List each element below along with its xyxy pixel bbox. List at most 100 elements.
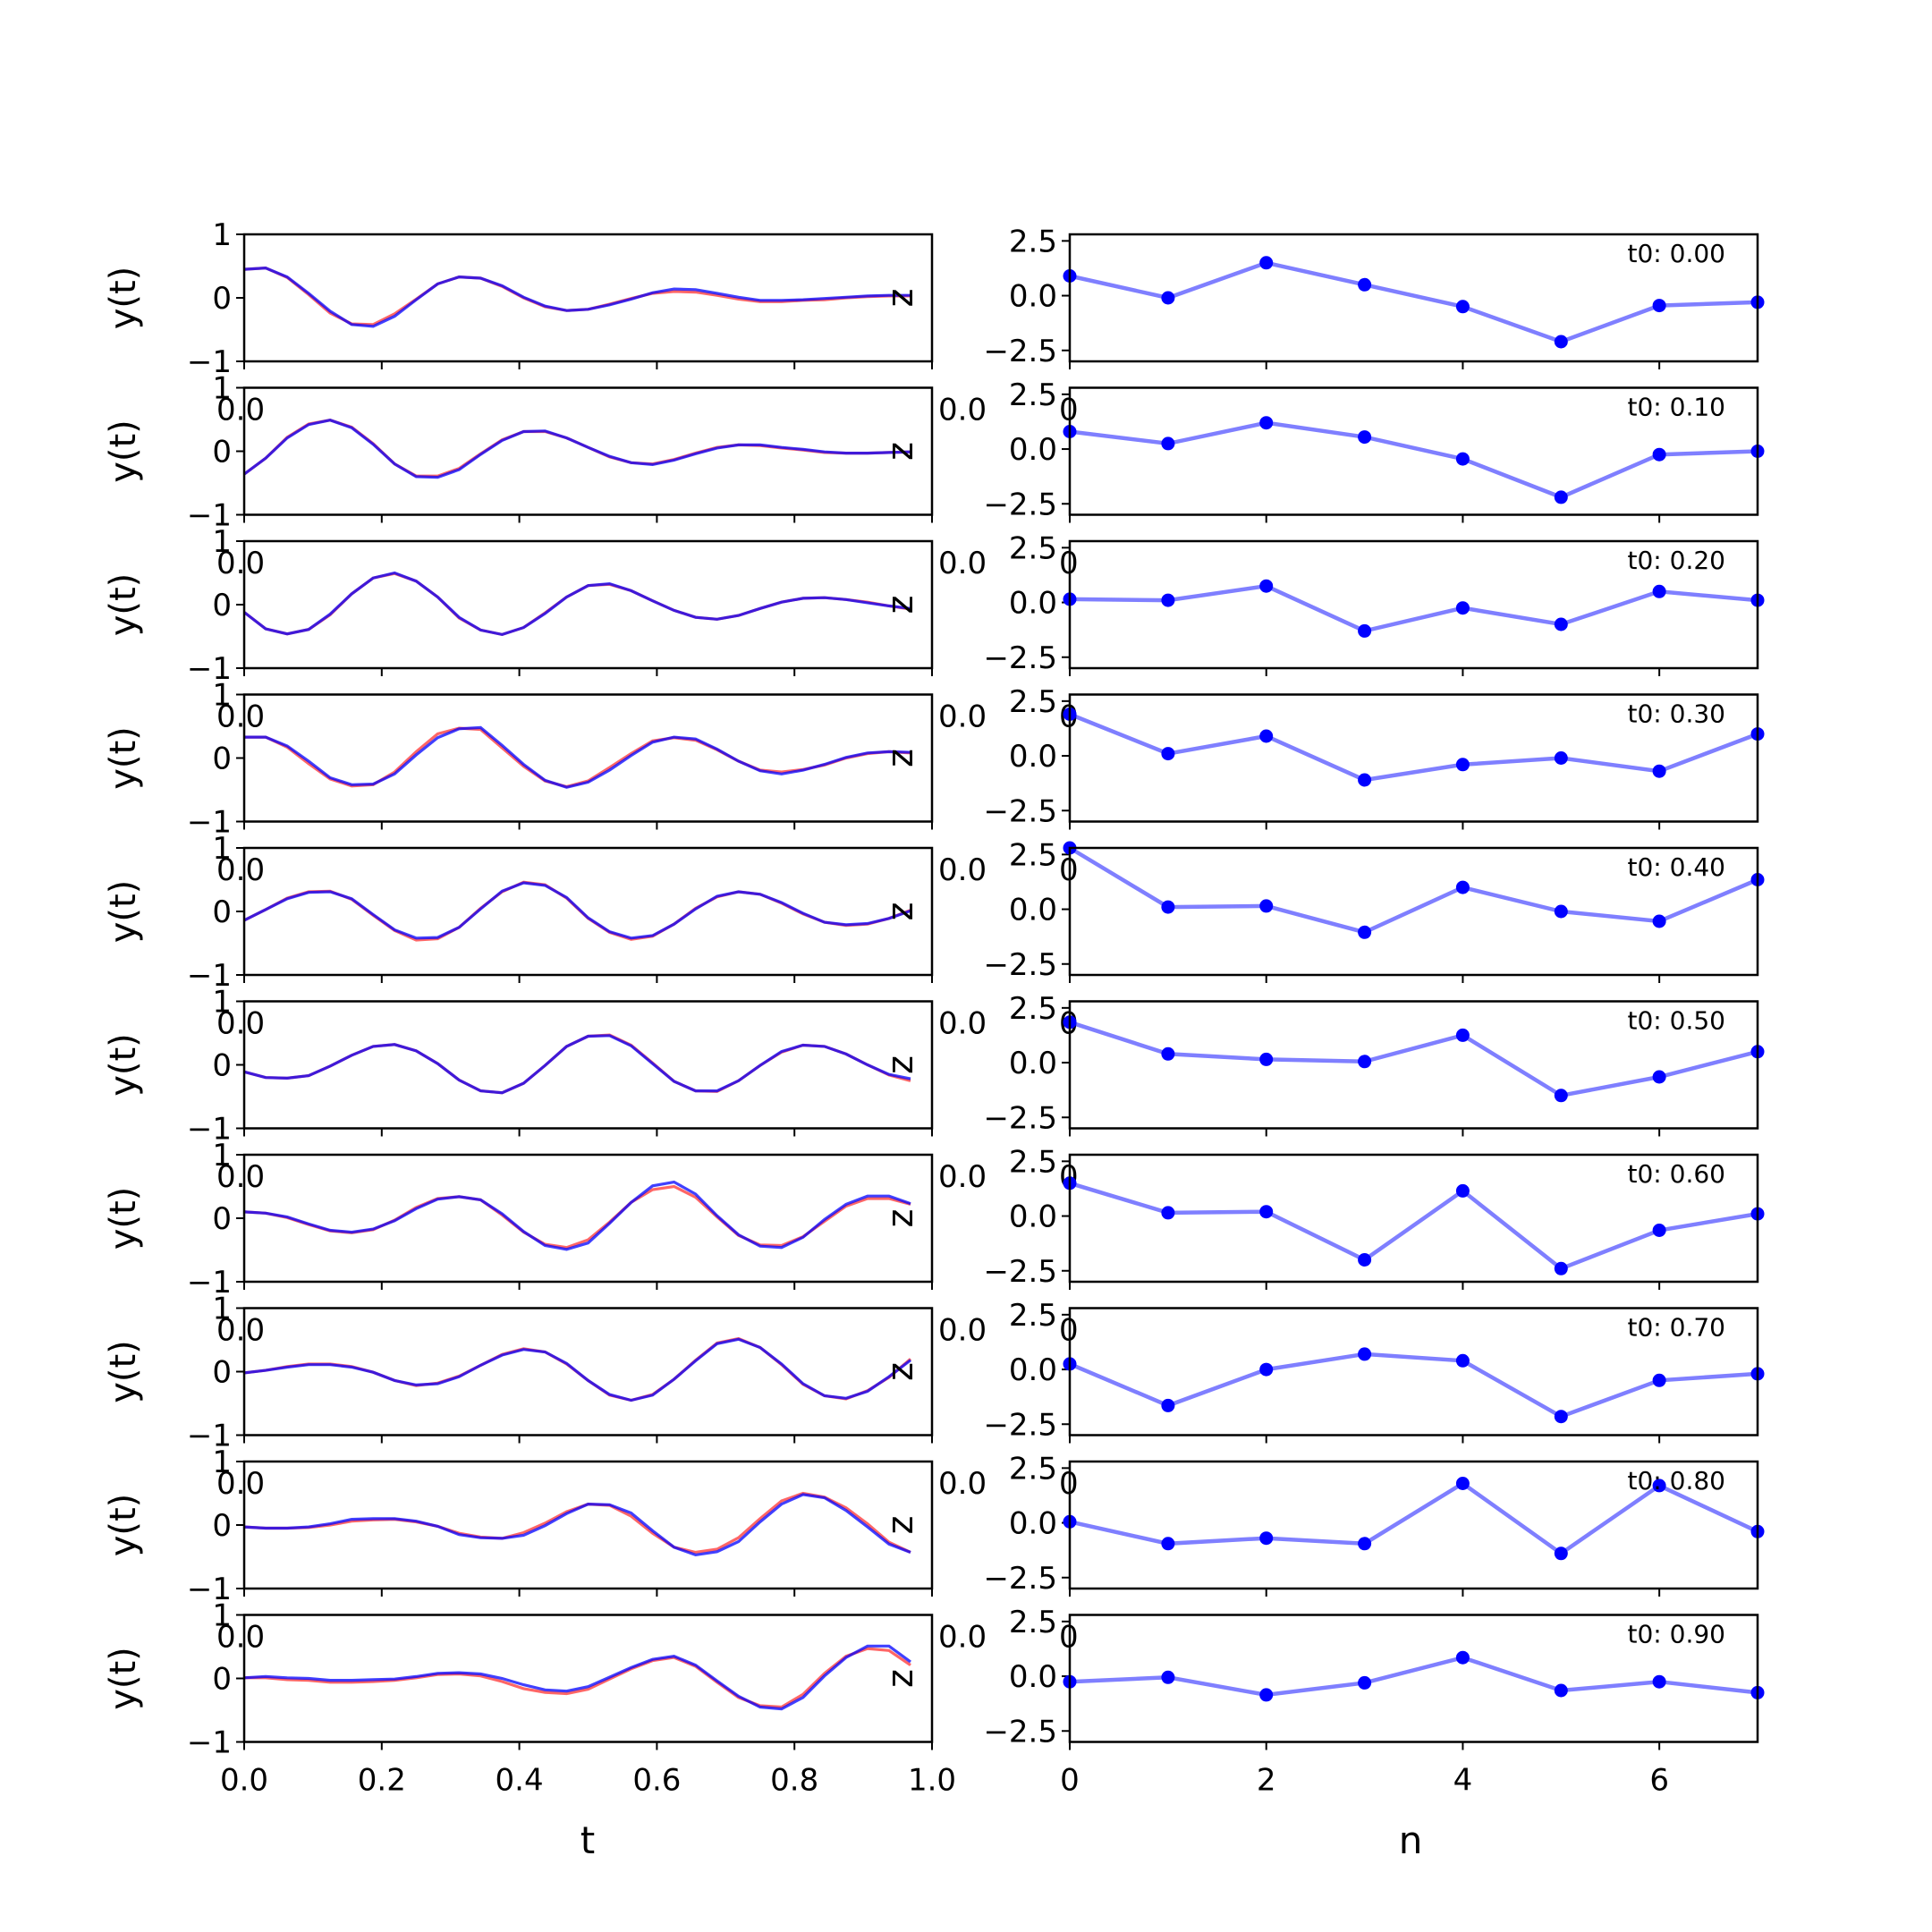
y-tick-label: −1 xyxy=(187,1112,232,1148)
y-axis-label: y(t) xyxy=(103,726,144,790)
y-tick-label: 1 xyxy=(212,1138,232,1174)
series-line xyxy=(1069,1181,1758,1271)
y-tick-label: −1 xyxy=(187,1265,232,1301)
axes-frame xyxy=(1068,1000,1759,1130)
data-point xyxy=(1161,1206,1175,1220)
data-point xyxy=(1259,1052,1274,1066)
side-label: z xyxy=(880,1669,921,1688)
left-subplot: 0.0 0.010−1y(t) z xyxy=(103,831,987,994)
overlap-tick-label: 0.0 xyxy=(938,852,987,888)
left-panel-column: 10−1y(t) z0.0 0.010−1y(t) z0.0 0.010−1y(t) z0… xyxy=(103,217,987,1799)
overlap-tick-label: 0.0 xyxy=(938,1006,987,1042)
panel-annotation: t0: 0.40 xyxy=(1628,852,1725,882)
data-point xyxy=(1161,900,1175,914)
data-point xyxy=(1554,617,1568,631)
series-line-b xyxy=(244,1180,911,1251)
y-tick-label: 0 xyxy=(212,1201,232,1237)
axes-frame xyxy=(242,693,934,823)
axes-frame xyxy=(242,1000,934,1130)
data-point xyxy=(1358,1347,1372,1361)
data-point xyxy=(1161,1398,1175,1412)
series-line xyxy=(1069,1655,1758,1698)
data-point xyxy=(1652,299,1666,313)
y-tick-label: −2.5 xyxy=(983,793,1057,829)
y-tick-label: 0 xyxy=(212,1508,232,1544)
data-point xyxy=(1455,300,1470,314)
y-tick-label: −2.5 xyxy=(983,640,1057,676)
x-tick-label: 2 xyxy=(1257,1763,1276,1799)
series-line xyxy=(1069,420,1758,500)
y-tick-label: 0.0 xyxy=(1009,1199,1057,1235)
data-point xyxy=(1358,925,1372,939)
y-tick-label: 0 xyxy=(212,1662,232,1698)
axes-frame xyxy=(1068,386,1759,516)
overlap-tick-label: 0.0 xyxy=(938,1466,987,1502)
axes-frame xyxy=(1068,1153,1759,1284)
axes-frame xyxy=(242,539,934,670)
series-line-a xyxy=(244,1491,911,1555)
right-subplot: 02.50.0−2.5t0: 0.30 xyxy=(983,684,1765,830)
data-point xyxy=(1358,1675,1372,1690)
panel-annotation: t0: 0.50 xyxy=(1628,1006,1725,1036)
y-tick-label: −1 xyxy=(187,344,232,380)
overlap-tick-label: 0.0 xyxy=(938,1620,987,1656)
y-tick-label: −1 xyxy=(187,651,232,687)
panel-annotation: t0: 0.70 xyxy=(1628,1313,1725,1343)
series-line xyxy=(1069,1480,1758,1556)
overlap-tick-label: 0.0 xyxy=(216,1466,265,1502)
overlap-tick-label: 0.0 xyxy=(216,546,265,581)
data-point xyxy=(1554,1410,1568,1424)
right-subplot: 02.50.0−2.50 2 4 6t0: 0.90 xyxy=(983,1605,1765,1799)
y-tick-label: −2.5 xyxy=(983,1254,1057,1290)
y-tick-label: 1 xyxy=(212,1598,232,1634)
series-line-a xyxy=(244,880,911,942)
y-tick-label: 0 xyxy=(212,894,232,930)
data-point xyxy=(1455,1477,1470,1490)
axes-frame xyxy=(1068,1614,1759,1743)
data-point xyxy=(1161,1537,1175,1551)
left-subplot: 0.0 0.010−1y(t) z xyxy=(103,678,987,841)
x-tick-label: 0.4 xyxy=(496,1763,544,1799)
x-tick-label: 1.0 xyxy=(908,1763,956,1799)
y-tick-label: −2.5 xyxy=(983,947,1057,983)
data-point xyxy=(1554,1546,1568,1561)
data-point xyxy=(1358,773,1372,787)
x-tick-label: 6 xyxy=(1649,1763,1669,1799)
overlap-tick-label: 0.0 xyxy=(216,1159,265,1195)
y-tick-label: −1 xyxy=(187,1572,232,1607)
data-point xyxy=(1161,436,1175,451)
y-tick-label: −1 xyxy=(187,498,232,534)
series-line-b xyxy=(244,1493,911,1557)
y-axis-label: y(t) xyxy=(103,573,144,637)
panel-annotation: t0: 0.20 xyxy=(1628,546,1725,575)
left-subplot: 0.0 0.010−1y(t) z xyxy=(103,985,987,1148)
data-point xyxy=(1259,1531,1274,1546)
data-point xyxy=(1259,729,1274,743)
series-line-b xyxy=(244,1034,911,1095)
y-tick-label: 0.0 xyxy=(1009,1046,1057,1081)
right-subplot: 02.50.0−2.5t0: 0.10 xyxy=(983,377,1765,523)
overlap-tick-label: 0.0 xyxy=(938,393,987,428)
panel-annotation: t0: 0.00 xyxy=(1628,239,1725,268)
y-tick-label: 2.5 xyxy=(1009,377,1057,413)
side-label: z xyxy=(880,1055,921,1074)
series-line-b xyxy=(244,1644,911,1711)
data-point xyxy=(1652,764,1666,778)
side-label: z xyxy=(880,442,921,461)
left-subplot: 0.0 0.010−1y(t) z xyxy=(103,1445,987,1607)
axes-frame xyxy=(1068,1460,1759,1590)
data-point xyxy=(1455,1650,1470,1665)
y-tick-label: 0 xyxy=(212,435,232,470)
data-point xyxy=(1652,1674,1666,1689)
y-tick-label: −1 xyxy=(187,1419,232,1454)
overlap-tick-label: 0.0 xyxy=(938,699,987,735)
side-label: z xyxy=(880,1209,921,1228)
right-x-axis-label: n xyxy=(1399,1818,1423,1862)
data-point xyxy=(1259,416,1274,430)
left-subplot: 0.0 0.010−1y(t) z xyxy=(103,1138,987,1301)
data-point xyxy=(1455,758,1470,772)
data-point xyxy=(1259,1688,1274,1702)
y-tick-label: 0.0 xyxy=(1009,1659,1057,1695)
y-tick-label: −2.5 xyxy=(983,1714,1057,1750)
